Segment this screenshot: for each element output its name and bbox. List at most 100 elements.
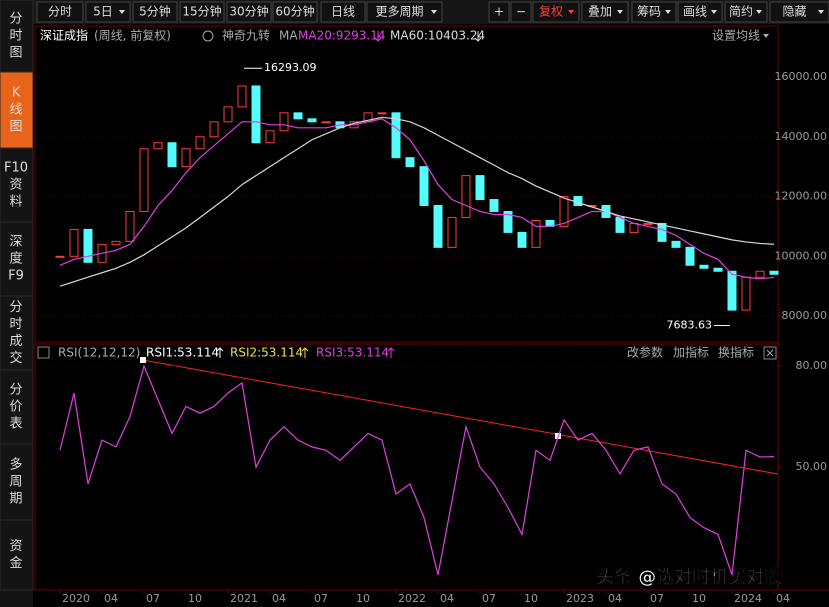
sidebar-label: 线 — [9, 103, 22, 118]
candle — [209, 121, 219, 138]
candle — [83, 228, 93, 263]
toolbar-button[interactable] — [366, 1, 443, 23]
rsi3-label: RSI3:53.114 — [316, 346, 389, 360]
toolbar-button[interactable] — [226, 1, 272, 23]
candle — [615, 216, 625, 233]
candle — [237, 85, 247, 108]
sidebar-label: 料 — [9, 195, 22, 210]
toolbar-label: 日线 — [331, 5, 355, 19]
settings-icon[interactable] — [202, 30, 214, 42]
x-tick-label: 07 — [650, 592, 664, 605]
sidebar-label: 时 — [9, 29, 22, 44]
sidebar-tab[interactable] — [0, 221, 34, 297]
rsi1-arrow — [216, 347, 224, 358]
x-tick-label: 10 — [356, 592, 370, 605]
ma60-arrow — [474, 31, 482, 42]
toolbar-button[interactable] — [488, 1, 510, 23]
toolbar-button[interactable] — [510, 1, 532, 23]
candle — [223, 106, 233, 123]
toolbar-button[interactable] — [36, 1, 84, 23]
toolbar-label: 筹码 — [637, 5, 661, 19]
dropdown-icon — [617, 10, 623, 14]
candle — [727, 270, 737, 311]
x-tick-label: 07 — [146, 592, 160, 605]
ma20-label: MA20:9293.14 — [298, 29, 386, 43]
x-tick-label: 2023 — [566, 592, 594, 605]
candle — [195, 136, 205, 150]
sidebar-tab[interactable] — [0, 519, 34, 591]
candle — [741, 276, 751, 311]
x-tick-label: 2021 — [230, 592, 258, 605]
sidebar-label: 多 — [9, 457, 22, 473]
rsi-button[interactable]: 加指标 — [673, 345, 709, 360]
toolbar-label: + — [494, 5, 504, 19]
toolbar-button[interactable] — [631, 1, 677, 23]
sidebar-tab[interactable] — [0, 443, 34, 521]
toolbar-button[interactable] — [85, 1, 131, 23]
low-label: 7683.63 — [667, 319, 713, 332]
x-tick-label: 10 — [188, 592, 202, 605]
index-name: 深证成指 — [40, 28, 88, 43]
toolbar-button[interactable] — [179, 1, 225, 23]
sidebar-label: 时 — [9, 317, 22, 332]
candle — [713, 267, 723, 272]
ma-settings[interactable]: 设置均线 — [712, 29, 760, 43]
toolbar-button[interactable] — [769, 1, 829, 23]
sidebar-label: K — [12, 86, 21, 101]
toolbar-label: 更多周期 — [375, 5, 423, 19]
candle — [685, 246, 695, 266]
x-tick-label: 04 — [104, 592, 118, 605]
toolbar-label: 5分钟 — [139, 4, 171, 19]
collapse-box[interactable] — [37, 346, 50, 359]
toolbar-label: 60分钟 — [275, 4, 314, 19]
candle — [755, 270, 765, 278]
toolbar-label: 复权 — [539, 5, 563, 19]
sidebar-label: 分 — [9, 300, 22, 315]
sidebar-label: 金 — [9, 555, 22, 571]
candle — [139, 148, 149, 212]
y-tick-label: 80.00 — [796, 359, 828, 372]
toolbar-label: 简约 — [729, 4, 753, 19]
sidebar-label: 成 — [9, 334, 22, 349]
candle — [153, 142, 163, 150]
candle — [643, 222, 653, 225]
rsi-name: RSI(12,12,12) — [58, 346, 140, 360]
rsi1-label: RSI1:53.114 — [146, 346, 219, 360]
candle — [391, 112, 401, 159]
toolbar-button[interactable] — [132, 1, 178, 23]
rsi2-arrow — [301, 347, 309, 358]
toolbar-button[interactable] — [677, 1, 723, 23]
dropdown-icon — [119, 10, 125, 14]
toolbar-button[interactable] — [320, 1, 366, 23]
y-tick-label: 12000.00 — [775, 190, 828, 203]
toolbar-button[interactable] — [724, 1, 768, 23]
candle — [629, 222, 639, 233]
dropdown-icon — [818, 10, 824, 14]
candle — [447, 216, 457, 248]
x-tick-label: 2022 — [398, 592, 426, 605]
candle — [475, 175, 485, 201]
sidebar-label: 价 — [9, 400, 22, 415]
trendline-handle[interactable] — [140, 357, 146, 363]
rsi-button[interactable]: 改参数 — [627, 345, 663, 360]
toolbar-button[interactable] — [272, 1, 318, 23]
close-button[interactable] — [763, 346, 777, 360]
ma-line — [59, 116, 775, 287]
x-tick-label: 07 — [314, 592, 328, 605]
candle — [69, 228, 79, 257]
rsi-button[interactable]: 换指标 — [718, 345, 754, 360]
ma60-label: MA60:10403.24 — [390, 29, 485, 43]
ma-label: MA — [279, 29, 298, 43]
rsi2-label: RSI2:53.114 — [230, 346, 303, 360]
toolbar-label: 隐藏 — [782, 5, 806, 19]
dropdown-icon — [756, 10, 762, 14]
sidebar-label: 分 — [9, 12, 22, 27]
toolbar-button[interactable] — [581, 1, 629, 23]
toolbar-label: 画线 — [683, 5, 707, 19]
candle — [419, 166, 429, 207]
candle — [671, 240, 681, 248]
indicator-name: 神奇九转 — [222, 28, 270, 43]
toolbar-button[interactable] — [532, 1, 580, 23]
candle — [377, 112, 387, 115]
